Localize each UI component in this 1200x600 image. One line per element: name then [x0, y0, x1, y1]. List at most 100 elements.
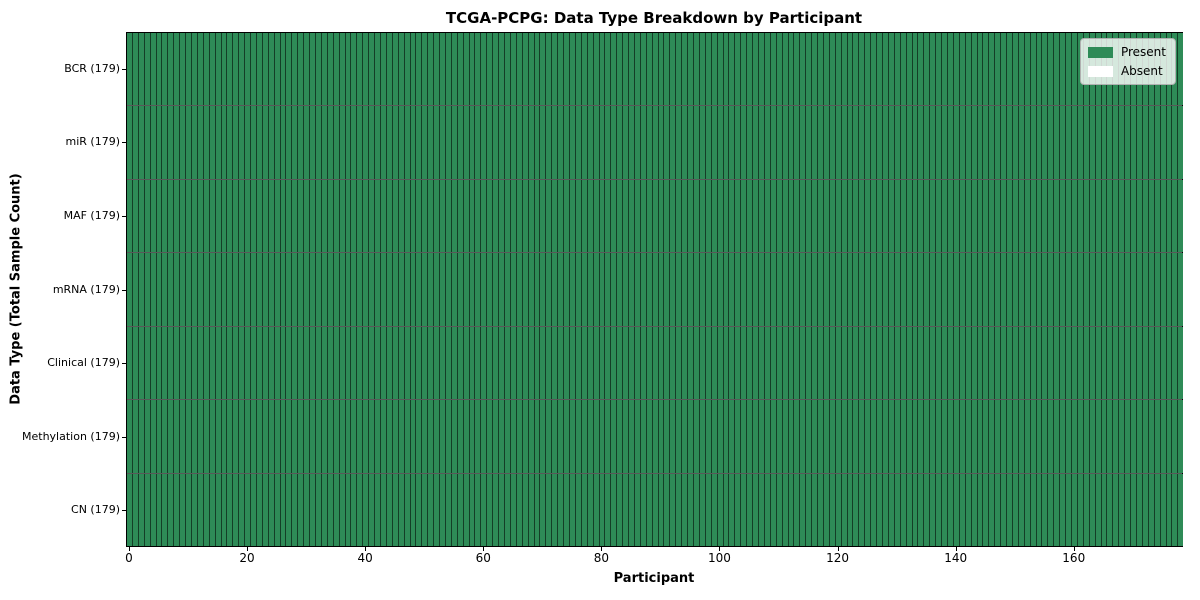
heatmap-cell: [416, 33, 423, 106]
heatmap-cell: [552, 253, 559, 326]
heatmap-cell: [788, 326, 795, 400]
heatmap-cell: [942, 106, 948, 179]
heatmap-cell: [983, 253, 990, 326]
x-tick-label: 60: [475, 551, 491, 565]
heatmap-cell: [829, 253, 836, 326]
heatmap-cell: [611, 106, 618, 179]
heatmap-cell: [351, 326, 358, 400]
heatmap-cell: [823, 33, 830, 106]
heatmap-cell: [611, 473, 618, 546]
heatmap-cell: [859, 179, 866, 253]
heatmap-cell: [770, 253, 777, 326]
heatmap-cell: [723, 400, 730, 473]
heatmap-cell: [664, 179, 671, 253]
heatmap-cell: [1001, 473, 1008, 546]
heatmap-cell: [233, 473, 240, 546]
legend-entry-absent: Absent: [1087, 64, 1166, 78]
heatmap-row-BCR: [127, 33, 1184, 107]
heatmap-cell: [1166, 326, 1173, 400]
heatmap-cell: [316, 253, 322, 326]
heatmap-cell: [1107, 179, 1114, 253]
heatmap-cell: [316, 179, 322, 253]
heatmap-cell: [629, 106, 635, 179]
heatmap-cell: [499, 473, 505, 546]
heatmap-cell: [735, 253, 742, 326]
heatmap-cell: [699, 400, 706, 473]
heatmap-cell: [723, 473, 730, 546]
heatmap-cell: [127, 179, 133, 253]
heatmap-cell: [995, 473, 1002, 546]
heatmap-cell: [694, 33, 700, 106]
heatmap-cell: [688, 179, 694, 253]
heatmap-cell: [723, 253, 730, 326]
heatmap-cell: [640, 33, 647, 106]
heatmap-cell: [1042, 400, 1049, 473]
heatmap-cell: [1077, 179, 1084, 253]
heatmap-cell: [180, 326, 187, 400]
heatmap-cell: [1083, 400, 1090, 473]
heatmap-cell: [357, 473, 364, 546]
heatmap-cell: [410, 179, 417, 253]
heatmap-cell: [422, 400, 429, 473]
heatmap-cell: [162, 179, 169, 253]
heatmap-cell: [434, 106, 441, 179]
heatmap-cell: [977, 326, 984, 400]
heatmap-cell: [428, 253, 435, 326]
heatmap-cell: [127, 253, 133, 326]
heatmap-cell: [664, 473, 671, 546]
heatmap-cell: [528, 400, 535, 473]
heatmap-cell: [528, 473, 535, 546]
heatmap-cell: [316, 326, 322, 400]
heatmap-cell: [197, 179, 204, 253]
heatmap-cell: [428, 400, 435, 473]
heatmap-cell: [782, 326, 789, 400]
heatmap-cell: [812, 326, 819, 400]
heatmap-cell: [209, 473, 216, 546]
heatmap-cell: [174, 400, 181, 473]
heatmap-cell: [640, 326, 647, 400]
heatmap-cell: [552, 326, 559, 400]
heatmap-cell: [1024, 253, 1031, 326]
heatmap-cell: [1125, 400, 1132, 473]
heatmap-cell: [871, 326, 878, 400]
heatmap-cell: [233, 106, 240, 179]
heatmap-cell: [581, 179, 588, 253]
heatmap-cell: [883, 179, 889, 253]
heatmap-cell: [936, 253, 943, 326]
heatmap-cell: [422, 253, 429, 326]
heatmap-cell: [894, 473, 901, 546]
heatmap-cell: [936, 326, 943, 400]
heatmap-cell: [505, 106, 511, 179]
heatmap-cell: [1018, 179, 1025, 253]
heatmap-cell: [776, 179, 783, 253]
heatmap-cell: [268, 326, 275, 400]
heatmap-cell: [1148, 106, 1155, 179]
heatmap-cell: [764, 106, 771, 179]
heatmap-cell: [989, 106, 996, 179]
heatmap-cell: [894, 179, 901, 253]
heatmap-cell: [965, 326, 972, 400]
heatmap-cell: [262, 106, 269, 179]
heatmap-cell: [741, 326, 748, 400]
heatmap-cell: [581, 400, 588, 473]
heatmap-cell: [705, 179, 712, 253]
heatmap-cell: [670, 400, 677, 473]
heatmap-cell: [1136, 326, 1143, 400]
heatmap-cell: [227, 400, 234, 473]
heatmap-cell: [168, 326, 175, 400]
heatmap-cell: [847, 326, 854, 400]
heatmap-cell: [156, 473, 163, 546]
heatmap-cell: [682, 473, 689, 546]
heatmap-cell: [599, 400, 606, 473]
heatmap-cell: [1060, 33, 1067, 106]
heatmap-cell: [883, 33, 889, 106]
heatmap-cell: [841, 253, 848, 326]
heatmap-cell: [1054, 106, 1061, 179]
heatmap-cell: [1060, 473, 1067, 546]
heatmap-cell: [351, 400, 358, 473]
heatmap-cell: [883, 253, 889, 326]
heatmap-cell: [251, 179, 257, 253]
heatmap-cell: [180, 473, 187, 546]
heatmap-cell: [162, 253, 169, 326]
heatmap-cell: [558, 473, 565, 546]
